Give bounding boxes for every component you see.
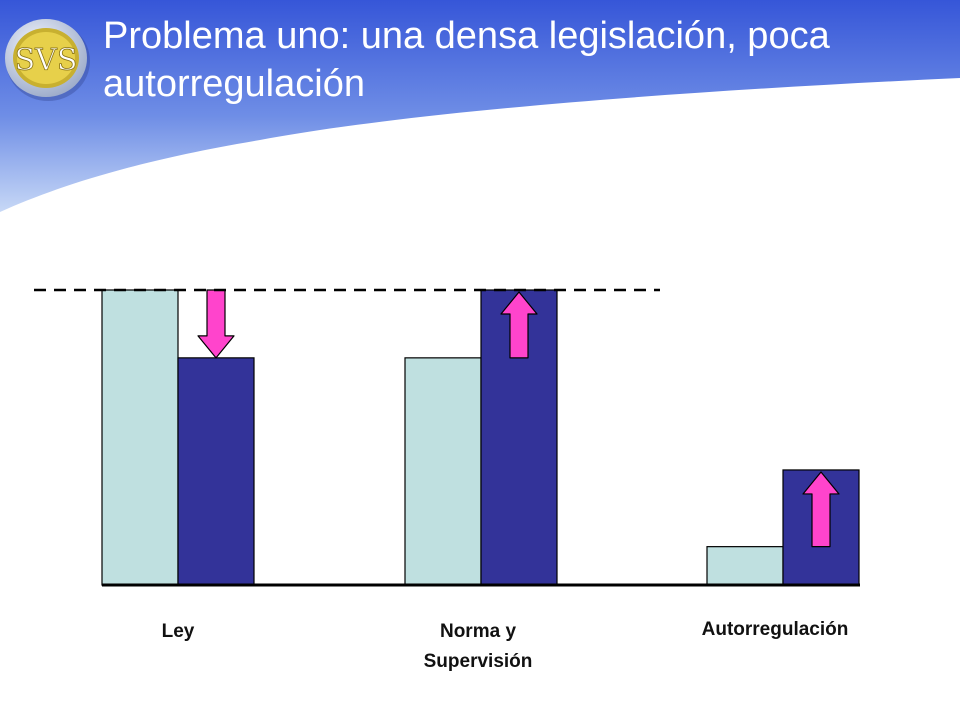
category-label-2: Norma y Supervisión <box>423 621 533 672</box>
category-label-1: Ley <box>161 621 195 642</box>
bar-1-series-1 <box>101 289 179 586</box>
bar-3-series-1 <box>706 546 784 586</box>
up-arrow-icon-2 <box>500 291 538 359</box>
slide-title: Problema uno: una densa legislación, poc… <box>103 15 830 105</box>
bar-2-series-1 <box>404 357 482 586</box>
category-label-3: Autorregulación <box>701 619 849 640</box>
down-arrow-icon-1 <box>197 289 235 359</box>
up-arrow-icon-3 <box>802 471 840 548</box>
svs-logo: SVS <box>5 19 90 101</box>
logo-text: SVS <box>15 43 78 78</box>
bar-1-series-2 <box>177 357 255 586</box>
header-background <box>0 0 960 212</box>
